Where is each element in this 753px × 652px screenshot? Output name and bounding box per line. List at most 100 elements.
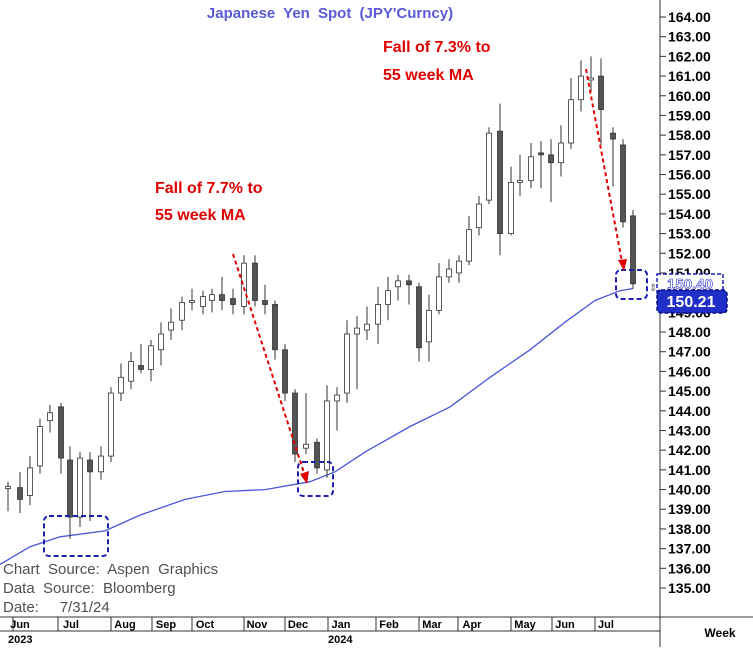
candle-body-down bbox=[138, 365, 144, 370]
price-tick-label: 163.00 bbox=[668, 29, 711, 45]
candle-body-down bbox=[630, 215, 636, 285]
month-label: Jun bbox=[555, 619, 575, 631]
candle bbox=[17, 471, 23, 514]
time-axis: Jun Jul Aug Sep Oct Nov Dec Jan Feb Mar Apr May Jun J… bbox=[0, 616, 753, 647]
candle bbox=[364, 306, 370, 340]
price-tick-label: 155.00 bbox=[668, 186, 711, 202]
price-tick-label: 135.00 bbox=[668, 580, 711, 596]
candle-body-up bbox=[385, 290, 391, 305]
candle-body-up bbox=[200, 296, 206, 307]
candle bbox=[314, 438, 320, 474]
candle-body-down bbox=[67, 459, 73, 518]
candle bbox=[87, 452, 93, 522]
candle bbox=[406, 274, 412, 305]
candle-body-up bbox=[528, 156, 534, 181]
candle-body-up bbox=[375, 304, 381, 325]
candle-body-up bbox=[517, 180, 523, 183]
candle-body-down bbox=[314, 441, 320, 469]
candle bbox=[27, 456, 33, 506]
candle bbox=[538, 141, 544, 189]
candle bbox=[158, 322, 164, 366]
price-arrow-marker: ⇕ bbox=[649, 283, 657, 294]
candle bbox=[517, 154, 523, 197]
candle-body-up bbox=[179, 302, 185, 321]
candle-body-up bbox=[364, 323, 370, 331]
candle-body-up bbox=[446, 268, 452, 278]
price-tick-label: 161.00 bbox=[668, 68, 711, 84]
decline-arrow-1 bbox=[232, 253, 306, 477]
candle bbox=[200, 290, 206, 315]
candle bbox=[558, 125, 564, 177]
candle bbox=[568, 78, 574, 149]
source-line-data: Data Source: Bloomberg bbox=[3, 580, 176, 597]
chart-title: Japanese Yen Spot (JPY'Curncy) bbox=[207, 5, 453, 22]
price-tick-label: 143.00 bbox=[668, 422, 711, 438]
decline-arrows bbox=[232, 68, 627, 484]
candle bbox=[436, 263, 442, 315]
candle-body-down bbox=[497, 130, 503, 234]
price-axis: 135.00 136.00 137.00 138.00 139.00 140.00 141.… bbox=[659, 0, 753, 630]
candle-body-up bbox=[588, 77, 594, 81]
candle bbox=[354, 316, 360, 390]
price-axis-background bbox=[660, 0, 753, 630]
candle-body-down bbox=[262, 300, 268, 305]
price-tick-label: 136.00 bbox=[668, 560, 711, 576]
month-label: Feb bbox=[379, 619, 399, 631]
price-tick-label: 152.00 bbox=[668, 245, 711, 261]
candle bbox=[272, 300, 278, 360]
annotation-2-line2: 55 week MA bbox=[383, 67, 474, 84]
candle-body-up bbox=[118, 376, 124, 394]
candle bbox=[219, 276, 225, 311]
candle-body-down bbox=[406, 280, 412, 286]
candle bbox=[292, 389, 298, 462]
candle-body-down bbox=[272, 304, 278, 351]
candle bbox=[395, 274, 401, 301]
month-label: Jan bbox=[332, 619, 351, 631]
price-tick-label: 137.00 bbox=[668, 541, 711, 557]
moving-average-layer bbox=[0, 287, 634, 565]
candle-body-up bbox=[354, 327, 360, 335]
price-tick-label: 160.00 bbox=[668, 88, 711, 104]
candle bbox=[282, 343, 288, 401]
decline-arrowhead-2 bbox=[618, 259, 627, 271]
candle-body-up bbox=[158, 333, 164, 351]
price-tick-label: 147.00 bbox=[668, 344, 711, 360]
year-label: 2023 bbox=[8, 634, 32, 646]
highlight-box-jul-2024 bbox=[615, 269, 648, 300]
price-tick-label: 158.00 bbox=[668, 127, 711, 143]
candle-body-up bbox=[486, 132, 492, 201]
candle-body-up bbox=[568, 99, 574, 144]
candle bbox=[37, 418, 43, 474]
candle-body-up bbox=[334, 394, 340, 402]
candle-body-down bbox=[87, 459, 93, 473]
source-line-chart: Chart Source: Aspen Graphics bbox=[3, 561, 218, 578]
candle-body-up bbox=[466, 229, 472, 262]
price-tick-label: 140.00 bbox=[668, 482, 711, 498]
price-tick-label: 164.00 bbox=[668, 9, 711, 25]
candle bbox=[446, 259, 452, 283]
price-tick-label: 144.00 bbox=[668, 403, 711, 419]
candle bbox=[416, 282, 422, 362]
candle-body-up bbox=[37, 426, 43, 467]
candle-body-down bbox=[548, 154, 554, 164]
frequency-label: Week bbox=[704, 626, 735, 640]
candle bbox=[630, 209, 636, 289]
candle bbox=[47, 404, 53, 433]
candle-body-up bbox=[436, 276, 442, 311]
candle bbox=[466, 215, 472, 266]
month-label: Jul bbox=[598, 619, 614, 631]
candle-body-up bbox=[128, 361, 134, 382]
candle-body-up bbox=[344, 333, 350, 394]
candle-body-down bbox=[230, 298, 236, 305]
candle bbox=[118, 363, 124, 401]
candle-body-up bbox=[148, 345, 154, 370]
candle bbox=[426, 294, 432, 362]
candle-body-down bbox=[416, 286, 422, 349]
candle bbox=[262, 284, 268, 315]
candle bbox=[77, 452, 83, 527]
candle bbox=[598, 58, 604, 145]
candle-body-down bbox=[292, 392, 298, 455]
candle bbox=[67, 446, 73, 539]
candle bbox=[486, 127, 492, 205]
